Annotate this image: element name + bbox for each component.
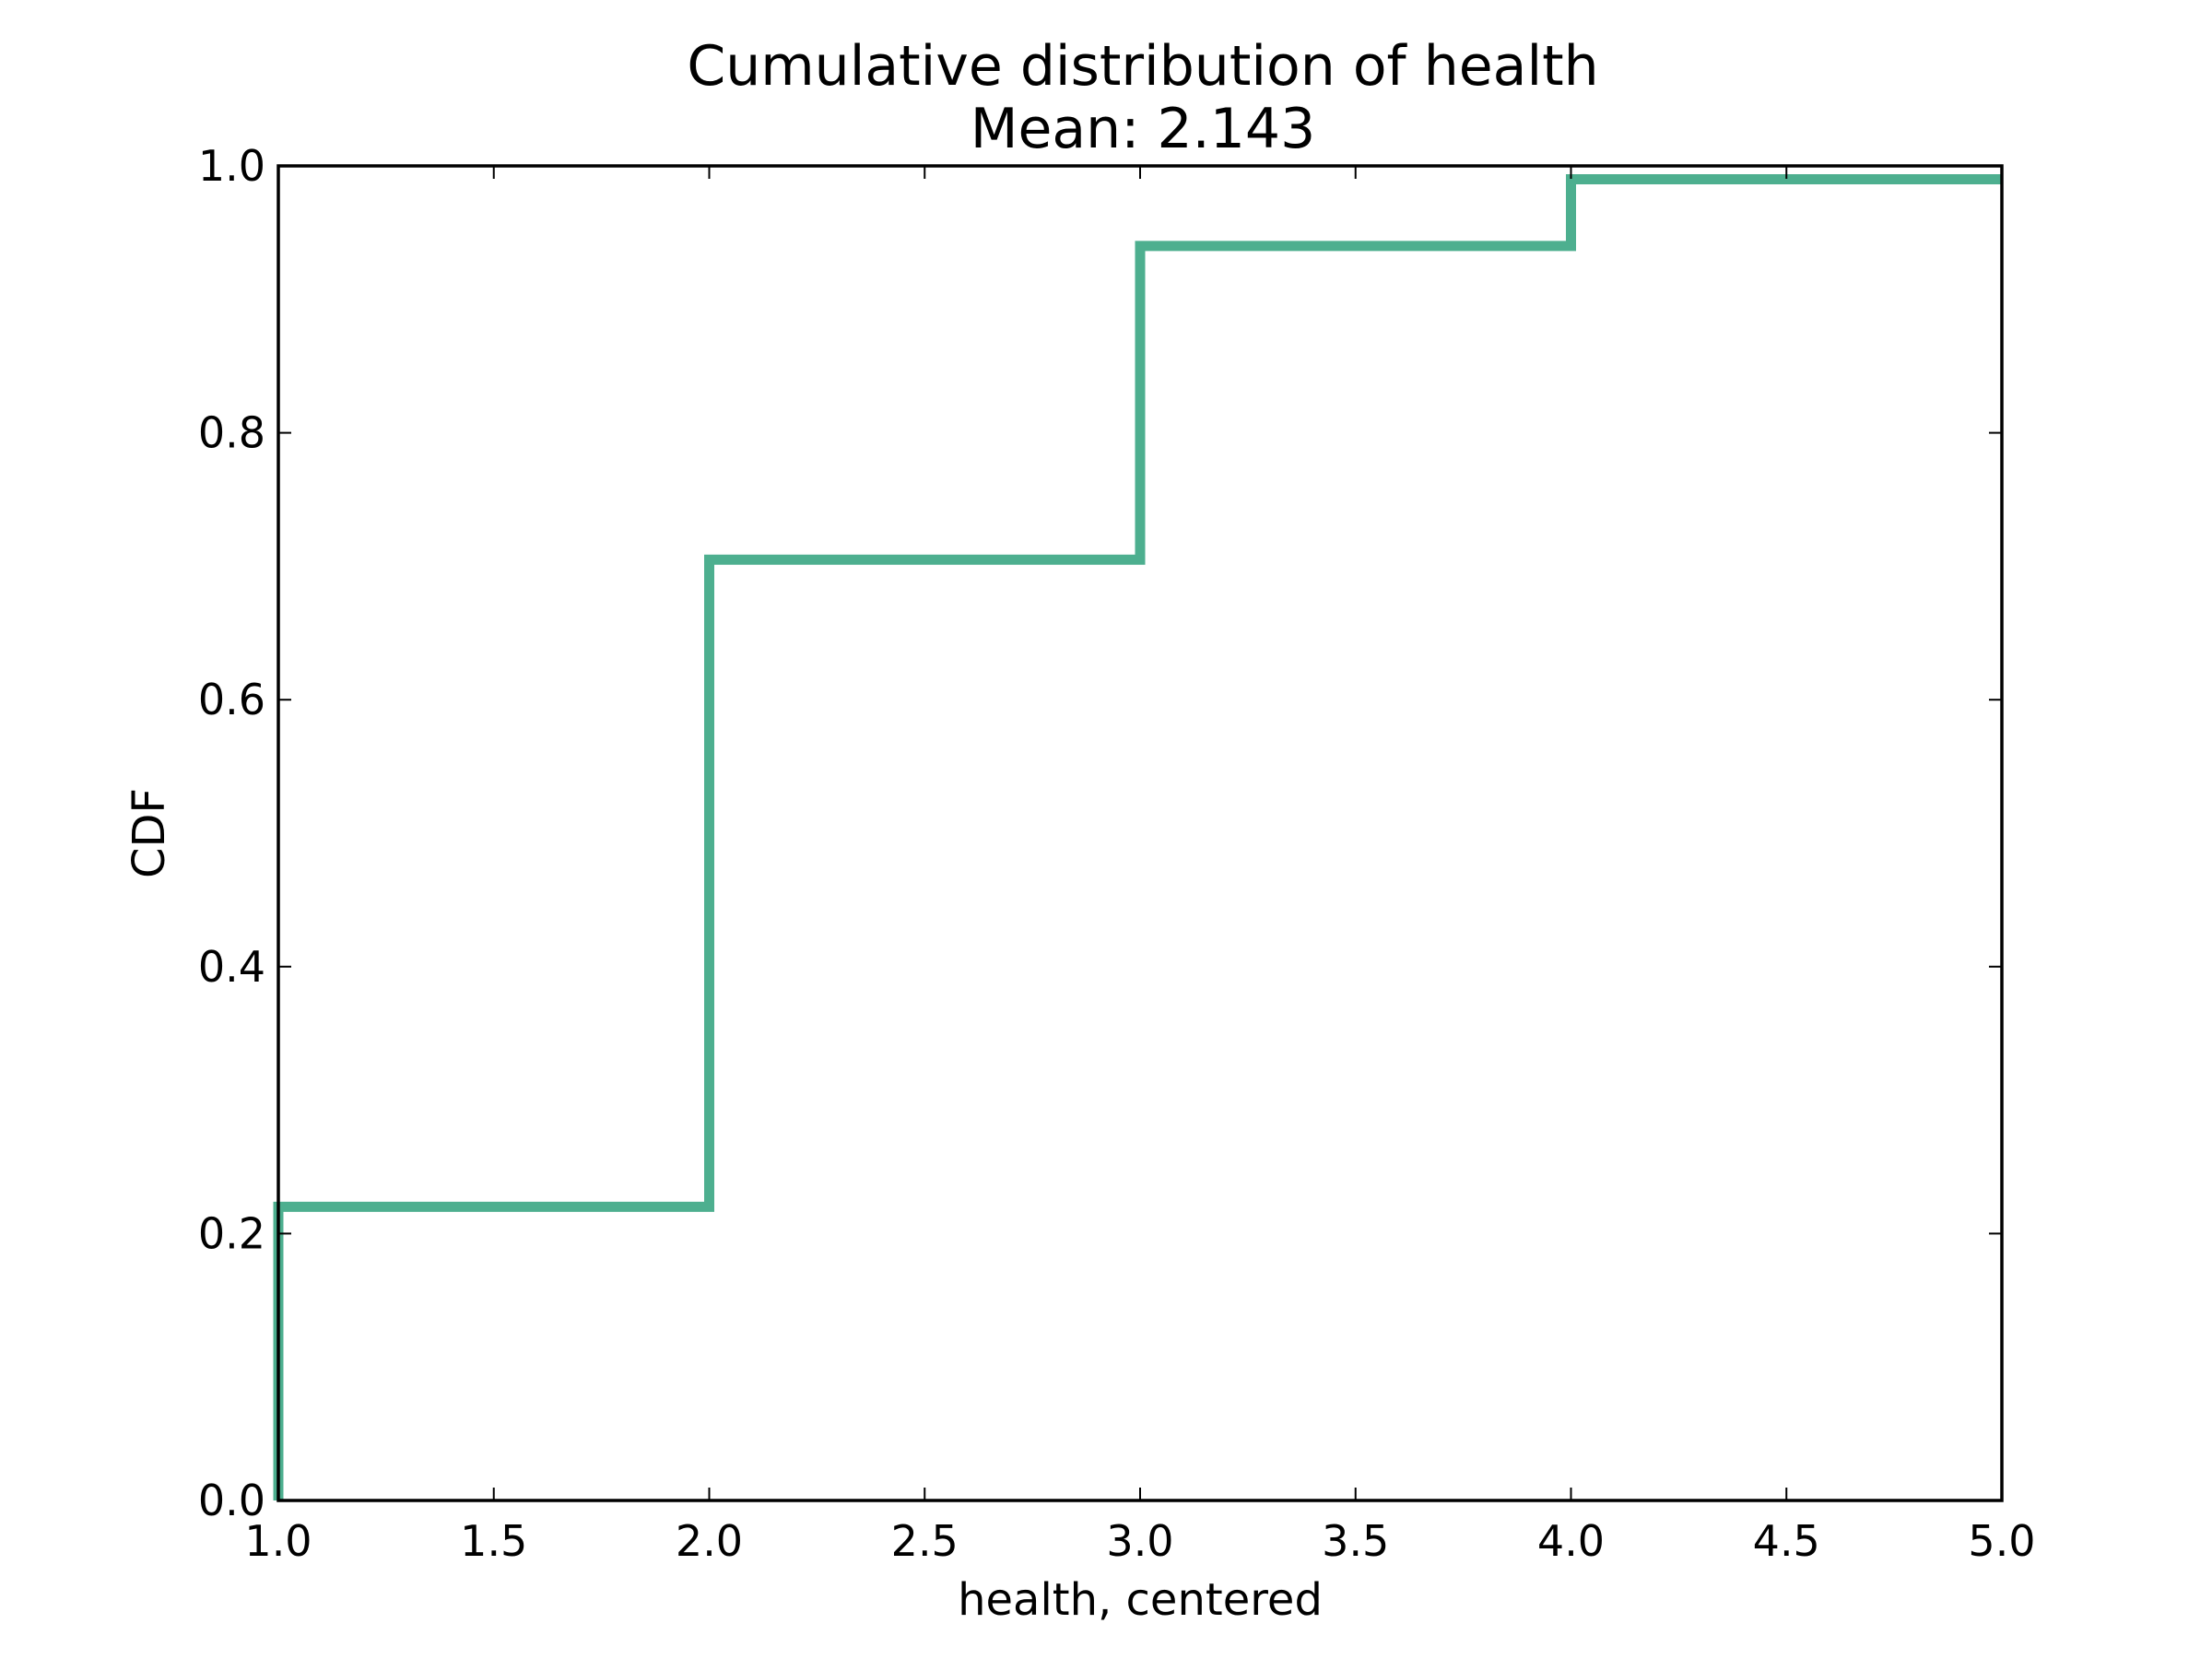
cdf-step-line [273,174,2002,1500]
x-axis-label: health, centered [958,1574,1323,1626]
y-tick-label: 0.2 [198,1208,265,1258]
x-tick-label: 4.0 [1537,1516,1605,1566]
y-axis-label: CDF [124,788,175,878]
x-tick-label: 2.0 [676,1516,743,1566]
y-tick-label: 0.6 [198,675,265,724]
y-tick-label: 0.8 [198,408,265,458]
x-tick-label: 2.5 [891,1516,959,1566]
x-tick-label: 3.0 [1106,1516,1173,1566]
y-tick-label: 0.0 [198,1476,265,1525]
tick-label-layer: 1.0 1.5 2.0 2.5 3.0 3.5 4.0 4.5 5.0 0.0 0.2 0.4 0.6 0… [198,141,2036,1566]
x-tick-label: 1.5 [460,1516,527,1566]
x-tick-label: 1.0 [244,1516,312,1566]
chart-subtitle: Mean: 2.143 [971,97,1316,161]
x-tick-label: 5.0 [1968,1516,2035,1566]
plot-frame [276,164,2004,1502]
y-tick-label: 0.4 [198,942,265,992]
x-tick-label: 4.5 [1753,1516,1820,1566]
x-tick-label: 3.5 [1322,1516,1389,1566]
y-tick-label: 1.0 [198,141,265,191]
series-layer [273,174,2002,1500]
chart-title: Cumulative distribution of health [687,34,1598,99]
